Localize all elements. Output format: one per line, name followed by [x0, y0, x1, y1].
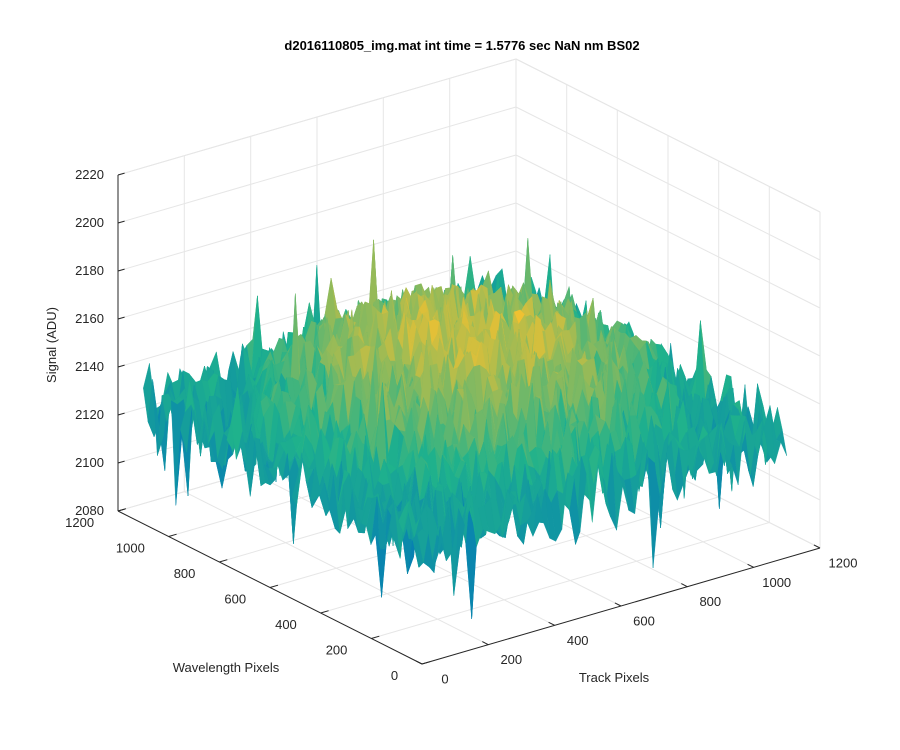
- y-tick-label: 800: [174, 566, 196, 581]
- z-tick-label: 2120: [75, 407, 104, 422]
- box-edge: [117, 58, 517, 176]
- y-tick-mark: [371, 635, 380, 639]
- z-tick-label: 2220: [75, 167, 104, 182]
- z-tick-mark: [117, 268, 125, 272]
- y-tick-label: 600: [224, 591, 246, 606]
- y-tick-label: 200: [326, 642, 348, 657]
- y-tick-mark: [269, 584, 279, 588]
- chart-title: d2016110805_img.mat int time = 1.5776 se…: [284, 38, 639, 53]
- z-tick-mark: [117, 364, 125, 368]
- y-tick-label: 1200: [65, 515, 94, 530]
- y-tick-mark: [320, 610, 329, 614]
- x-tick-label: 800: [699, 594, 721, 609]
- z-tick-mark: [117, 316, 125, 320]
- x-tick-label: 1000: [762, 575, 791, 590]
- z-tick-label: 2200: [75, 215, 104, 230]
- x-tick-label: 0: [441, 672, 448, 687]
- y-tick-label: 0: [391, 668, 398, 683]
- surface-layer: [143, 238, 787, 620]
- y-tick-label: 400: [275, 617, 297, 632]
- y-tick-mark: [219, 559, 228, 563]
- x-tick-label: 200: [500, 652, 522, 667]
- floor-grid-y: [371, 522, 770, 639]
- z-tick-label: 2160: [75, 311, 104, 326]
- right-wall-grid-z: [515, 202, 821, 357]
- z-tick-mark: [117, 508, 125, 512]
- back-wall-grid-z: [117, 106, 517, 224]
- x-tick-mark: [548, 621, 555, 626]
- box-edge: [515, 58, 821, 213]
- z-tick-label: 2100: [75, 455, 104, 470]
- z-tick-label: 2140: [75, 359, 104, 374]
- y-tick-mark: [421, 661, 431, 665]
- z-tick-mark: [117, 460, 125, 464]
- x-axis-label: Track Pixels: [579, 670, 650, 685]
- x-tick-mark: [415, 660, 423, 665]
- back-wall-grid-z: [117, 202, 517, 320]
- y-tick-label: 1000: [116, 540, 145, 555]
- x-tick-mark: [614, 602, 622, 607]
- x-tick-label: 1200: [829, 556, 858, 571]
- axis-layer: [117, 172, 821, 665]
- right-wall-grid-z: [515, 154, 821, 309]
- x-tick-mark: [813, 544, 821, 549]
- right-wall-grid-z: [515, 106, 821, 261]
- back-wall-grid-z: [117, 154, 517, 272]
- label-layer: 0 200 400 600 800 1000 1200 0 200 400 600 800 1000 12…: [65, 167, 857, 687]
- z-tick-label: 2080: [75, 503, 104, 518]
- x-tick-label: 400: [567, 633, 589, 648]
- z-tick-mark: [117, 220, 125, 224]
- z-tick-mark: [117, 172, 125, 176]
- x-tick-mark: [681, 583, 688, 588]
- y-tick-mark: [168, 533, 177, 537]
- x-tick-label: 600: [633, 614, 655, 629]
- right-wall-grid-z: [515, 250, 821, 405]
- z-axis-label: Signal (ADU): [44, 307, 59, 383]
- z-tick-mark: [117, 412, 125, 416]
- y-axis-label: Wavelength Pixels: [173, 660, 280, 675]
- x-tick-mark: [482, 641, 489, 646]
- x-tick-mark: [747, 563, 754, 568]
- surface-patch: [417, 528, 429, 563]
- z-tick-label: 2180: [75, 263, 104, 278]
